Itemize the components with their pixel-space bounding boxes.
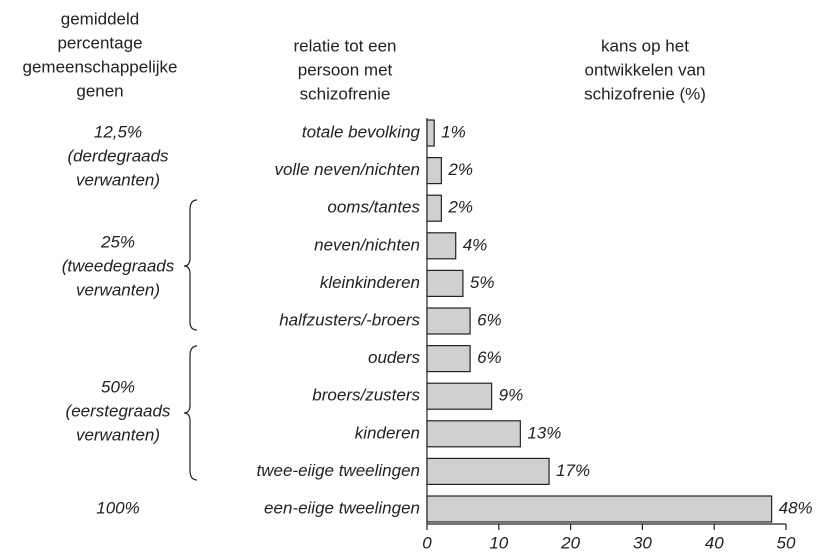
category-label: totale bevolking <box>302 122 421 141</box>
value-label: 13% <box>527 423 561 442</box>
value-label: 4% <box>463 235 488 254</box>
bar <box>426 307 471 335</box>
group-label: 50% <box>101 377 135 396</box>
value-label: 2% <box>447 198 473 217</box>
bar <box>426 269 464 297</box>
group-label: verwanten) <box>76 425 160 444</box>
category-label: kleinkinderen <box>320 273 420 292</box>
column-header: kans op het <box>601 36 689 55</box>
value-label: 17% <box>556 461 590 480</box>
brace <box>183 345 198 481</box>
group-label: 12,5% <box>94 122 142 141</box>
value-label: 5% <box>470 273 495 292</box>
column-header: schizofrenie <box>300 84 391 103</box>
x-tick-label: 0 <box>422 533 432 552</box>
value-label: 1% <box>441 122 466 141</box>
x-tick-label: 10 <box>489 533 508 552</box>
value-label: 6% <box>477 348 502 367</box>
value-label: 2% <box>447 160 473 179</box>
value-label: 9% <box>499 386 524 405</box>
bar <box>426 157 442 185</box>
group-label: (eerstegraads <box>66 401 171 420</box>
x-tick-label: 20 <box>560 533 580 552</box>
group-label: (derdegraads <box>67 146 169 165</box>
brace <box>183 199 198 331</box>
category-label: ouders <box>368 348 420 367</box>
column-header: schizofrenie (%) <box>584 84 706 103</box>
value-label: 48% <box>779 498 813 517</box>
bar <box>426 194 442 222</box>
column-header: gemeenschappelijke <box>23 57 178 76</box>
group-label: 100% <box>96 498 139 517</box>
group-label: verwanten) <box>76 280 160 299</box>
x-tick-label: 50 <box>777 533 796 552</box>
category-label: volle neven/nichten <box>274 160 420 179</box>
value-label: 6% <box>477 310 502 329</box>
x-tick-label: 30 <box>633 533 652 552</box>
category-label: twee-eiige tweelingen <box>257 461 421 480</box>
bar <box>426 345 471 373</box>
x-tick-label: 40 <box>705 533 724 552</box>
bar <box>426 420 521 448</box>
bar <box>426 457 550 485</box>
category-label: kinderen <box>355 423 420 442</box>
group-label: verwanten) <box>76 170 160 189</box>
category-label: halfzusters/-broers <box>279 310 420 329</box>
bar <box>426 495 773 523</box>
category-label: ooms/tantes <box>327 198 420 217</box>
bar <box>426 232 457 260</box>
column-header: ontwikkelen van <box>585 60 706 79</box>
group-label: 25% <box>100 232 135 251</box>
column-header: persoon met <box>298 60 393 79</box>
category-label: broers/zusters <box>312 386 420 405</box>
category-label: neven/nichten <box>314 235 420 254</box>
group-label: (tweedegraads <box>62 256 175 275</box>
column-header: genen <box>76 81 123 100</box>
column-header: relatie tot een <box>293 36 396 55</box>
bar <box>426 382 493 410</box>
bar <box>426 119 435 147</box>
column-header: gemiddeld <box>61 9 139 28</box>
category-label: een-eiige tweelingen <box>264 498 420 517</box>
column-header: percentage <box>57 33 142 52</box>
